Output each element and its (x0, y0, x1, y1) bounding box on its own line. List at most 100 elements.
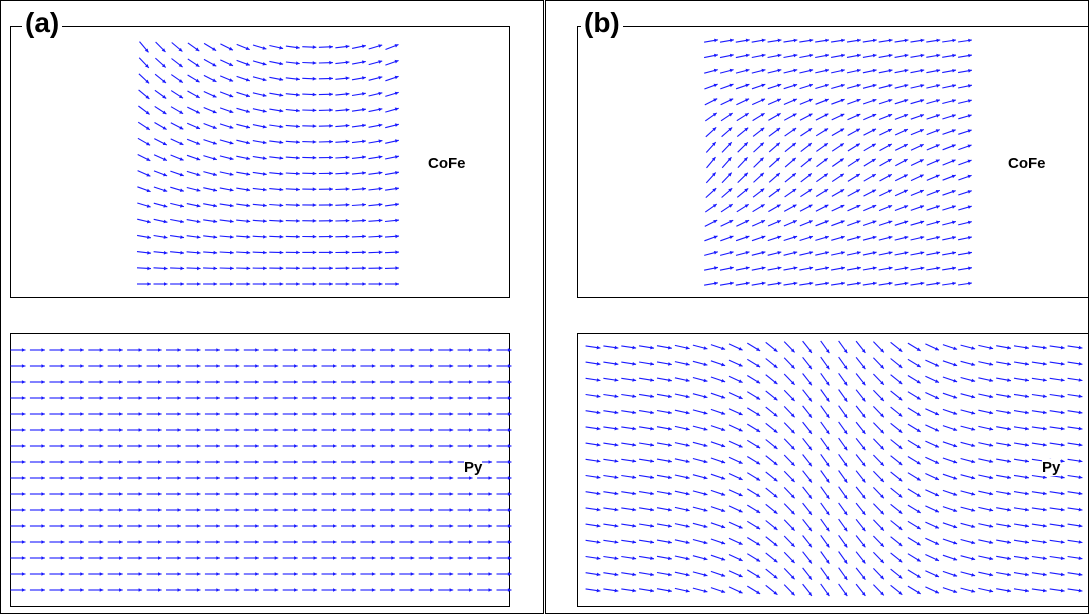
py-a-arrow (243, 540, 259, 544)
py-b-arrow (783, 357, 795, 369)
cofe-a-arrow (385, 171, 399, 176)
py-a-arrow (321, 540, 337, 544)
cofe-a-arrow (385, 282, 399, 286)
py-a-arrow (243, 588, 259, 592)
cofe-a-arrow (368, 187, 383, 191)
cofe-b-arrow (783, 204, 797, 212)
py-b-arrow (783, 519, 795, 531)
cofe-b-arrow (863, 158, 876, 167)
cofe-a-arrow (269, 108, 284, 113)
cofe-b-arrow (942, 235, 957, 241)
cofe-a-arrow (368, 44, 383, 50)
py-b-arrow (925, 472, 940, 481)
cofe-b-arrow (942, 84, 957, 89)
py-a-arrow (204, 444, 220, 448)
cofe-a-arrow (203, 139, 217, 145)
py-b-arrow (907, 342, 921, 352)
py-b-arrow (1031, 555, 1047, 560)
cofe-b-arrow (719, 53, 734, 59)
py-a-arrow (146, 476, 162, 480)
py-b-arrow (942, 344, 958, 350)
py-b-arrow (942, 441, 958, 448)
py-b-arrow (942, 554, 958, 561)
py-b-arrow (820, 486, 830, 500)
py-b-arrow (1013, 458, 1029, 463)
cofe-a-arrow (203, 155, 217, 161)
cofe-b-arrow (816, 157, 829, 168)
py-b-arrow (692, 538, 708, 545)
py-a-arrow (29, 348, 45, 352)
py-a-arrow (321, 588, 337, 592)
py-b-arrow (1067, 361, 1083, 366)
py-a-arrow (302, 476, 318, 480)
cofe-b-arrow (719, 281, 734, 286)
py-a-arrow (107, 540, 123, 544)
cofe-b-arrow (767, 68, 782, 74)
py-a-arrow (10, 476, 26, 480)
cofe-b-arrow (767, 83, 782, 90)
py-a-arrow (282, 556, 298, 560)
cofe-b-arrow (751, 251, 766, 256)
py-b-arrow (873, 373, 885, 386)
py-b-arrow (942, 376, 958, 383)
py-b-arrow (802, 340, 813, 354)
py-a-arrow (88, 396, 104, 400)
cofe-b-arrow (799, 235, 814, 242)
cofe-a-arrow (236, 187, 251, 192)
cofe-b-arrow (800, 188, 813, 198)
cofe-b-arrow (768, 172, 781, 183)
py-b-arrow (674, 474, 690, 480)
magnetization-field-b (585, 38, 1083, 597)
cofe-a-arrow (351, 266, 366, 270)
cofe-b-arrow (846, 83, 861, 89)
py-a-arrow (243, 444, 259, 448)
cofe-a-arrow (236, 171, 251, 176)
py-b-arrow (925, 391, 940, 400)
py-a-arrow (29, 412, 45, 416)
py-b-arrow (710, 538, 726, 545)
py-a-arrow (379, 364, 395, 368)
py-a-arrow (243, 556, 259, 560)
cofe-b-arrow (736, 98, 750, 106)
py-b-arrow (907, 488, 921, 498)
cofe-b-arrow (958, 38, 972, 43)
cofe-b-arrow (783, 251, 798, 256)
py-a-arrow (243, 412, 259, 416)
cofe-b-arrow (862, 98, 877, 105)
cofe-b-arrow (942, 281, 957, 286)
cofe-b-arrow (847, 158, 860, 167)
py-a-arrow (107, 396, 123, 400)
py-b-arrow (674, 458, 690, 463)
cofe-a-arrow (203, 106, 217, 114)
py-b-arrow (765, 536, 778, 547)
py-b-arrow (820, 372, 830, 386)
py-a-arrow (185, 588, 201, 592)
cofe-a-arrow (154, 105, 167, 115)
py-b-arrow (710, 457, 726, 464)
py-b-arrow (802, 454, 813, 467)
cofe-b-arrow (926, 69, 941, 74)
py-b-arrow (978, 474, 994, 480)
py-a-arrow (418, 588, 434, 592)
cofe-b-arrow (894, 189, 909, 197)
cofe-b-arrow (751, 98, 766, 106)
py-a-arrow (29, 460, 45, 464)
cofe-b-arrow (942, 159, 956, 166)
cofe-a-arrow (170, 202, 185, 208)
cofe-b-arrow (751, 38, 766, 43)
cofe-b-arrow (800, 172, 813, 183)
cofe-b-arrow (846, 53, 861, 58)
py-b-arrow (942, 473, 958, 480)
cofe-a-arrow (186, 203, 201, 208)
cofe-b-arrow (815, 98, 829, 105)
py-b-arrow (656, 588, 672, 593)
py-a-arrow (321, 380, 337, 384)
py-a-arrow (68, 540, 84, 544)
cofe-a-arrow (351, 234, 366, 239)
py-b-arrow (692, 393, 708, 399)
py-a-arrow (399, 364, 415, 368)
py-b-arrow (747, 553, 761, 562)
py-a-arrow (166, 412, 181, 416)
py-b-arrow (890, 406, 903, 417)
py-a-arrow (457, 348, 473, 352)
